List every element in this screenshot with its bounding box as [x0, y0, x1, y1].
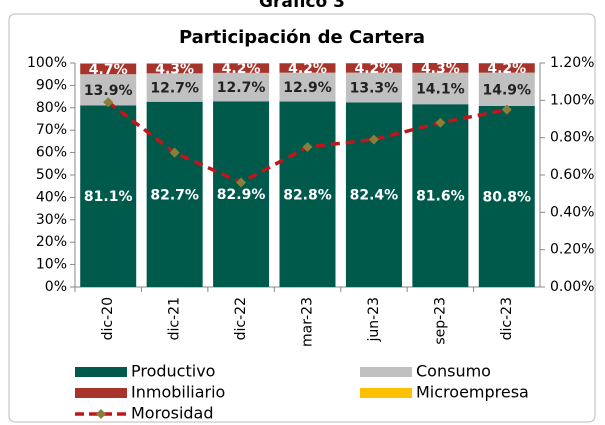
data-label: 82.7%: [150, 187, 199, 203]
bar-segment: [345, 63, 402, 73]
legend-swatch: [75, 367, 127, 377]
x-tick-label: jun-23: [366, 297, 382, 343]
data-label: 13.3%: [350, 81, 399, 97]
data-label: 82.8%: [283, 187, 332, 203]
y-tick-label: 70%: [36, 122, 67, 138]
y2-tick-label: 0.00%: [550, 279, 594, 295]
data-label: 12.7%: [217, 80, 266, 96]
data-label: 80.8%: [482, 190, 531, 206]
bar-segment: [279, 72, 336, 102]
bar-segment: [213, 63, 270, 73]
x-tick-label: dic-20: [100, 297, 116, 340]
legend-label: Inmobiliario: [131, 383, 225, 402]
x-tick-label: mar-23: [300, 297, 316, 347]
line-marker: [236, 177, 247, 188]
y-tick-label: 60%: [36, 145, 67, 161]
data-label: 81.6%: [416, 189, 465, 205]
data-label: 4.3%: [421, 61, 460, 77]
legend-swatch: [75, 388, 127, 398]
data-label: 12.7%: [150, 81, 199, 97]
line-marker: [435, 117, 446, 128]
line-marker: [103, 97, 114, 108]
bar-segment: [213, 72, 270, 102]
legend-marker: [96, 409, 106, 419]
bar-segment: [146, 73, 203, 102]
bar-segment: [80, 105, 137, 287]
bar-segment: [345, 72, 402, 103]
data-label: 4.7%: [89, 62, 128, 78]
data-label: 4.2%: [222, 61, 261, 77]
y-tick-label: 20%: [36, 234, 67, 250]
bar-segment: [412, 104, 469, 287]
data-label: 14.1%: [416, 81, 465, 97]
data-label: 81.1%: [84, 189, 133, 205]
y-tick-label: 10%: [36, 257, 67, 273]
y-tick-label: 50%: [36, 167, 67, 183]
y2-tick-label: 0.80%: [550, 130, 594, 146]
data-label: 82.4%: [350, 188, 399, 204]
legend-label: Consumo: [416, 362, 491, 381]
data-label: 14.9%: [482, 82, 531, 98]
data-label: 4.2%: [487, 61, 526, 77]
y2-tick-label: 0.60%: [550, 167, 594, 183]
bar-segment: [478, 72, 535, 107]
bar-segment: [412, 72, 469, 105]
data-label: 82.9%: [217, 187, 266, 203]
x-tick-label: sep-23: [432, 297, 448, 345]
legend-swatch: [360, 367, 412, 377]
page-title: Gráfico 3: [259, 0, 345, 12]
line-marker: [368, 134, 379, 145]
legend-label: Productivo: [131, 362, 215, 381]
data-label: 12.9%: [283, 80, 332, 96]
y2-tick-label: 0.40%: [550, 204, 594, 220]
line-marker: [302, 142, 313, 152]
y2-tick-label: 0.20%: [550, 242, 594, 258]
bar-segment: [146, 63, 203, 64]
y-tick-label: 100%: [27, 55, 67, 71]
chart-title: Participación de Cartera: [179, 27, 425, 48]
line-marker: [501, 104, 512, 115]
chart-frame: [8, 13, 596, 423]
legend-label: Morosidad: [131, 404, 214, 423]
line-marker: [169, 147, 180, 158]
y-tick-label: 30%: [36, 212, 67, 228]
legend-swatch: [360, 388, 412, 398]
data-label: 13.9%: [84, 83, 133, 99]
bar-segment: [80, 63, 137, 64]
bar-segment: [80, 63, 137, 75]
data-label: 4.3%: [155, 61, 194, 77]
bar-segment: [213, 101, 270, 287]
y-tick-label: 90%: [36, 77, 67, 93]
y-tick-label: 80%: [36, 100, 67, 116]
y-tick-label: 40%: [36, 189, 67, 205]
bar-segment: [478, 106, 535, 288]
legend-label: Microempresa: [416, 383, 529, 402]
x-tick-label: dic-23: [499, 297, 515, 340]
data-label: 4.2%: [355, 61, 394, 77]
bar-segment: [478, 63, 535, 73]
bar-segment: [279, 63, 336, 73]
bar-segment: [412, 63, 469, 73]
y2-tick-label: 1.00%: [550, 92, 594, 108]
bar-segment: [279, 101, 336, 287]
x-tick-label: dic-22: [233, 297, 249, 340]
y-tick-label: 0%: [45, 279, 67, 295]
bar-segment: [146, 63, 203, 74]
bar-segment: [146, 101, 203, 287]
y2-tick-label: 1.20%: [550, 55, 594, 71]
data-label: 4.2%: [288, 61, 327, 77]
x-tick-label: dic-21: [167, 297, 183, 340]
